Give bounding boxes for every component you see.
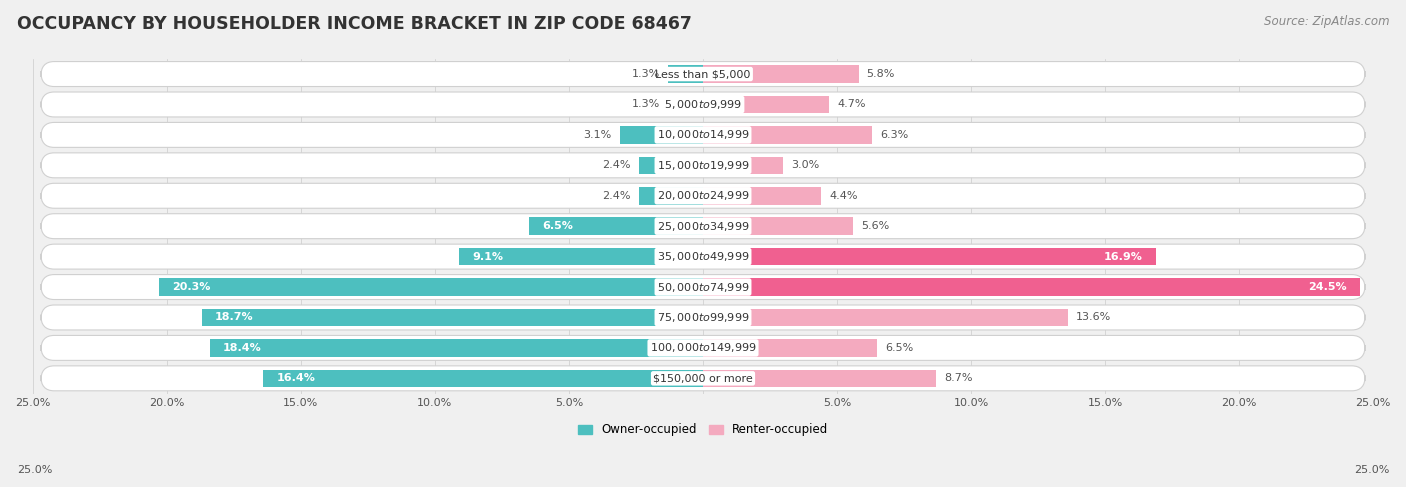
FancyBboxPatch shape	[41, 92, 1365, 117]
Text: 2.4%: 2.4%	[602, 160, 631, 170]
Bar	[703, 370, 936, 387]
Text: 5.8%: 5.8%	[866, 69, 896, 79]
Text: 18.4%: 18.4%	[224, 343, 262, 353]
Text: 1.3%: 1.3%	[631, 99, 659, 110]
Text: 4.4%: 4.4%	[830, 191, 858, 201]
Bar	[458, 248, 703, 265]
Text: 24.5%: 24.5%	[1308, 282, 1347, 292]
Text: 2.4%: 2.4%	[602, 191, 631, 201]
Bar	[703, 95, 830, 113]
Legend: Owner-occupied, Renter-occupied: Owner-occupied, Renter-occupied	[572, 419, 834, 441]
Text: 6.5%: 6.5%	[543, 221, 574, 231]
Bar	[703, 278, 1360, 296]
Text: $50,000 to $74,999: $50,000 to $74,999	[657, 281, 749, 294]
Bar	[703, 339, 877, 357]
Text: 25.0%: 25.0%	[17, 465, 52, 475]
FancyBboxPatch shape	[41, 366, 1365, 391]
Bar	[703, 65, 859, 83]
Text: $150,000 or more: $150,000 or more	[654, 374, 752, 383]
Bar	[209, 339, 703, 357]
FancyBboxPatch shape	[41, 153, 1365, 178]
Text: $100,000 to $149,999: $100,000 to $149,999	[650, 341, 756, 355]
Text: 16.4%: 16.4%	[277, 374, 315, 383]
Bar	[668, 95, 703, 113]
Text: 6.3%: 6.3%	[880, 130, 908, 140]
Bar	[703, 126, 872, 144]
Bar	[638, 156, 703, 174]
Text: Less than $5,000: Less than $5,000	[655, 69, 751, 79]
Text: $35,000 to $49,999: $35,000 to $49,999	[657, 250, 749, 263]
Text: 13.6%: 13.6%	[1076, 313, 1111, 322]
Bar	[703, 217, 853, 235]
Text: $20,000 to $24,999: $20,000 to $24,999	[657, 189, 749, 202]
FancyBboxPatch shape	[41, 122, 1365, 148]
Text: $5,000 to $9,999: $5,000 to $9,999	[664, 98, 742, 111]
Text: 25.0%: 25.0%	[1354, 465, 1389, 475]
Text: $10,000 to $14,999: $10,000 to $14,999	[657, 129, 749, 141]
Text: $75,000 to $99,999: $75,000 to $99,999	[657, 311, 749, 324]
Text: 4.7%: 4.7%	[837, 99, 866, 110]
Text: 5.6%: 5.6%	[862, 221, 890, 231]
Bar	[703, 309, 1067, 326]
Bar	[703, 248, 1156, 265]
Text: OCCUPANCY BY HOUSEHOLDER INCOME BRACKET IN ZIP CODE 68467: OCCUPANCY BY HOUSEHOLDER INCOME BRACKET …	[17, 15, 692, 33]
FancyBboxPatch shape	[41, 61, 1365, 87]
Bar	[703, 156, 783, 174]
Bar	[529, 217, 703, 235]
Text: 1.3%: 1.3%	[631, 69, 659, 79]
FancyBboxPatch shape	[41, 183, 1365, 208]
Text: $15,000 to $19,999: $15,000 to $19,999	[657, 159, 749, 172]
FancyBboxPatch shape	[41, 275, 1365, 300]
FancyBboxPatch shape	[41, 336, 1365, 360]
Text: 8.7%: 8.7%	[945, 374, 973, 383]
Text: $25,000 to $34,999: $25,000 to $34,999	[657, 220, 749, 233]
Bar	[703, 187, 821, 205]
Bar	[159, 278, 703, 296]
Text: 6.5%: 6.5%	[886, 343, 914, 353]
Text: 16.9%: 16.9%	[1104, 252, 1143, 262]
Text: 20.3%: 20.3%	[172, 282, 211, 292]
Bar	[263, 370, 703, 387]
FancyBboxPatch shape	[41, 244, 1365, 269]
Text: 9.1%: 9.1%	[472, 252, 503, 262]
Bar	[668, 65, 703, 83]
Text: 18.7%: 18.7%	[215, 313, 253, 322]
FancyBboxPatch shape	[41, 214, 1365, 239]
Text: 3.0%: 3.0%	[792, 160, 820, 170]
FancyBboxPatch shape	[41, 305, 1365, 330]
Bar	[638, 187, 703, 205]
Bar	[620, 126, 703, 144]
Text: Source: ZipAtlas.com: Source: ZipAtlas.com	[1264, 15, 1389, 28]
Bar	[201, 309, 703, 326]
Text: 3.1%: 3.1%	[583, 130, 612, 140]
